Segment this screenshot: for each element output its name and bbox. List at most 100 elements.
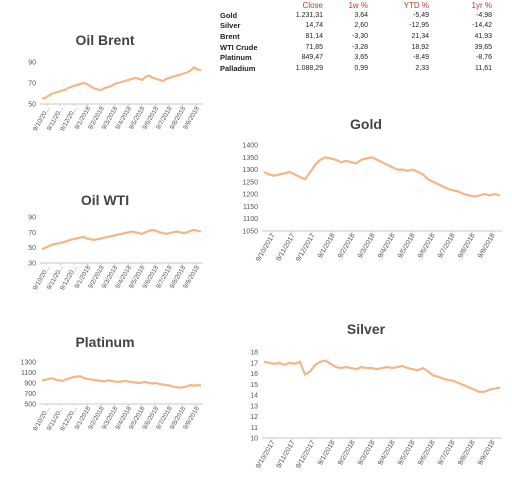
summary-cell-value: 18,92 <box>411 43 429 51</box>
y-tick-label: 13 <box>250 403 258 410</box>
summary-cell-value: 81,14 <box>305 32 323 40</box>
y-tick-label: 1350 <box>242 155 258 162</box>
x-tick-label: 9/11/2017 <box>275 439 296 469</box>
x-tick-label: 9/9/2018 <box>477 439 497 466</box>
chart-platinum: Platinum 500 700 900 1100 1300 9/10/20... 9/11/… <box>0 325 210 460</box>
chart-title: Oil Brent <box>75 32 134 48</box>
summary-cell-value: 3,64 <box>354 11 368 19</box>
y-tick-label: 18 <box>250 350 258 357</box>
x-tick-label: 9/2/2018 <box>337 232 357 259</box>
summary-cell-value: -12,95 <box>409 22 429 30</box>
x-tick-label: 9/3/2018 <box>357 232 377 259</box>
y-tick-label: 1050 <box>242 229 258 236</box>
summary-cell-name: Silver <box>220 21 241 31</box>
summary-cell-value: -3,30 <box>352 32 368 40</box>
x-tick-label: 9/7/2018 <box>437 232 457 259</box>
summary-cell-value: 2,60 <box>354 22 368 30</box>
y-tick-label: 17 <box>250 360 258 367</box>
summary-cell-name: Palladium <box>220 63 256 73</box>
series-line <box>41 375 202 389</box>
summary-cell-value: -8,49 <box>413 54 429 62</box>
y-tick-label: 70 <box>28 81 36 88</box>
y-tick-label: 50 <box>28 245 36 252</box>
x-tick-label: 9/4/2018 <box>377 439 397 466</box>
y-tick-label: 50 <box>28 102 36 109</box>
y-tick-label: 1250 <box>242 179 258 186</box>
summary-cell-value: 41,93 <box>474 32 492 40</box>
summary-cell-value: 71,85 <box>305 43 323 51</box>
series-line <box>41 66 202 100</box>
y-tick-label: 1100 <box>21 370 36 377</box>
summary-cell-value: 3,65 <box>354 54 368 62</box>
chart-oil-wti: Oil WTI 30 50 70 90 9/10/20... 9/11/20... 9/12/… <box>0 180 210 308</box>
x-tick-label: 9/7/2018 <box>437 439 457 466</box>
summary-cell-value: 14,74 <box>305 22 323 30</box>
summary-cell-value: 2,33 <box>415 64 429 72</box>
y-tick-label: 12 <box>250 414 258 421</box>
x-tick-label: 9/5/2018 <box>397 232 417 259</box>
x-tick-label: 9/6/2018 <box>417 232 437 259</box>
summary-cell-name: Brent <box>220 31 240 41</box>
summary-cell-value: -4,98 <box>476 11 492 19</box>
summary-cell-value: 849,47 <box>301 54 323 62</box>
summary-row: WTI Crude 71,85 -3,28 18,92 39,65 <box>220 42 492 53</box>
x-tick-label: 9/2/2018 <box>337 439 357 466</box>
x-tick-label: 9/10/2017 <box>255 232 277 263</box>
x-tick-label: 9/8/2018 <box>457 439 477 466</box>
summary-header-row: Close 1w % YTD % 1yr % <box>220 0 492 10</box>
gold-chart-svg: Gold 1050 1100 1150 1200 1250 1300 1350 1400 9/10… <box>242 116 502 263</box>
summary-header-name <box>220 0 278 10</box>
summary-cell-value: -14,42 <box>472 22 492 30</box>
x-tick-label: 9/10/2017 <box>255 439 277 470</box>
oil-wti-chart-svg: Oil WTI305070909/10/20...9/11/20...9/12/… <box>28 192 203 291</box>
y-tick-label: 15 <box>250 382 258 389</box>
summary-cell-value: 21,34 <box>411 32 429 40</box>
chart-oil-brent: Oil Brent 50 70 90 9/10/20... 9/11/20... 9/12/… <box>0 20 210 148</box>
summary-cell-value: 1.088,29 <box>295 64 323 72</box>
platinum-chart-svg: Platinum500700900110013009/10/20...9/11/… <box>20 334 203 432</box>
series-line <box>263 359 501 393</box>
chart-title: Platinum <box>75 334 134 350</box>
x-tick-label: 9/1/2018 <box>317 439 337 466</box>
y-tick-label: 10 <box>250 436 258 443</box>
summary-row: Silver 14,74 2,60 -12,95 -14,42 <box>220 21 492 32</box>
y-tick-label: 1100 <box>243 216 258 223</box>
oil-brent-chart-svg: Oil Brent5070909/10/20...9/11/20...9/12/… <box>28 32 203 132</box>
x-tick-label: 9/11/2017 <box>275 232 296 262</box>
chart-title: Oil WTI <box>81 192 129 208</box>
y-tick-label: 1200 <box>242 192 258 199</box>
y-tick-label: 1300 <box>242 167 258 174</box>
x-tick-label: 9/3/2018 <box>357 439 377 466</box>
x-tick-label: 9/4/2018 <box>377 232 397 259</box>
series-line <box>263 156 501 198</box>
y-tick-label: 14 <box>250 393 258 400</box>
summary-cell-name: Platinum <box>220 53 252 63</box>
y-tick-label: 90 <box>28 215 36 222</box>
summary-cell-name: WTI Crude <box>220 42 258 52</box>
silver-chart-svg: Silver 10 11 12 13 14 15 16 17 18 9/10/20179/11/20… <box>250 321 502 470</box>
x-tick-label: 9/12/2017 <box>295 232 317 263</box>
summary-header-close: Close <box>302 1 323 10</box>
summary-cell-name: Gold <box>220 10 238 20</box>
y-tick-label: 1400 <box>242 143 258 150</box>
summary-table: Close 1w % YTD % 1yr % Gold 1.231,31 3,64 -… <box>220 0 512 74</box>
summary-header-1w: 1w % <box>348 1 368 10</box>
y-tick-label: 30 <box>28 261 36 268</box>
x-tick-label: 9/6/2018 <box>417 439 437 466</box>
y-tick-label: 70 <box>28 230 36 237</box>
summary-row: Gold 1.231,31 3,64 -5,49 -4,98 <box>220 10 492 21</box>
summary-cell-value: 1.231,31 <box>295 11 323 19</box>
summary-header-ytd: YTD % <box>403 1 429 10</box>
y-tick-label: 11 <box>251 425 258 432</box>
summary-header-1yr: 1yr % <box>471 1 492 10</box>
summary-cell-value: 11,61 <box>475 64 492 72</box>
y-tick-label: 1150 <box>243 204 258 211</box>
chart-title: Silver <box>347 321 386 337</box>
summary-cell-value: 39,65 <box>474 43 492 51</box>
x-tick-label: 9/5/2018 <box>397 439 417 466</box>
x-tick-label: 9/1/2018 <box>317 232 337 259</box>
series-line <box>41 228 202 251</box>
y-tick-label: 1300 <box>20 360 36 367</box>
summary-row: Brent 81,14 -3,30 21,34 41,93 <box>220 31 492 42</box>
y-tick-label: 500 <box>24 402 36 409</box>
